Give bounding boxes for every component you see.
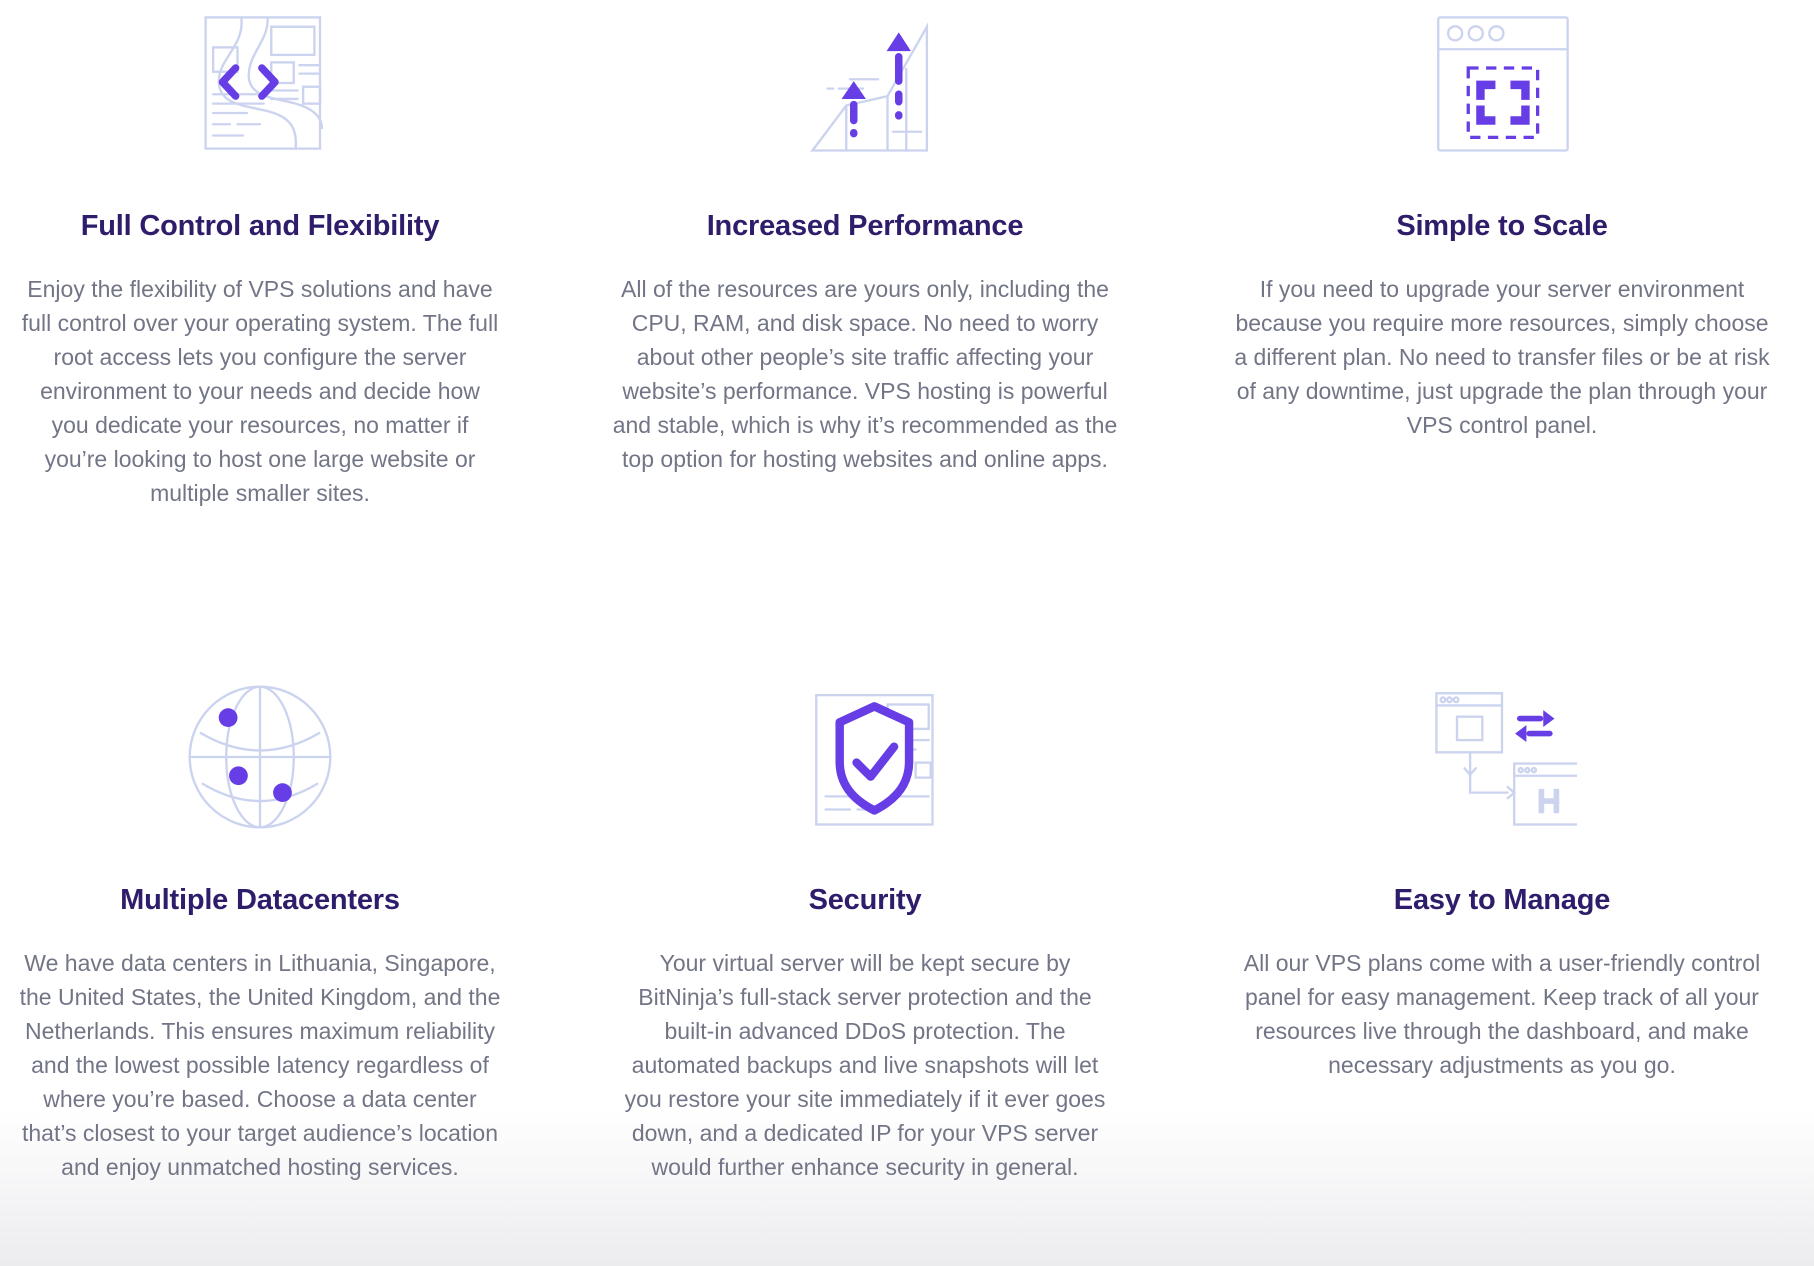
document-code-icon: [204, 16, 324, 150]
feature-title: Increased Performance: [706, 210, 1024, 242]
feature-description: Your virtual server will be kept secure …: [624, 950, 1106, 1180]
feature-icon-slot: [1222, 682, 1782, 832]
feature-card-datacenters: Multiple Datacenters We have data center…: [0, 682, 540, 1184]
feature-icon-slot: [585, 8, 1145, 158]
scale-window-icon: [1437, 16, 1569, 152]
feature-description: We have data centers in Lithuania, Singa…: [19, 950, 501, 1180]
feature-card-manage: Easy to Manage All our VPS plans come wi…: [1222, 682, 1782, 1082]
feature-title: Easy to Manage: [1393, 884, 1611, 916]
features-row-bottom: Multiple Datacenters We have data center…: [0, 682, 1782, 1184]
feature-title: Full Control and Flexibility: [80, 210, 440, 242]
feature-icon-slot: [585, 682, 1145, 832]
feature-icon-slot: [0, 682, 540, 832]
shield-check-icon: [815, 693, 934, 826]
feature-card-scale: Simple to Scale If you need to upgrade y…: [1222, 8, 1782, 442]
feature-card-performance: Increased Performance All of the resourc…: [585, 8, 1145, 476]
feature-card-full-control: Full Control and Flexibility Enjoy the f…: [0, 8, 540, 510]
feature-card-security: Security Your virtual server will be kep…: [585, 682, 1145, 1184]
feature-icon-slot: [1222, 8, 1782, 158]
features-row-top: Full Control and Flexibility Enjoy the f…: [0, 8, 1782, 510]
feature-title: Multiple Datacenters: [120, 884, 400, 916]
feature-description: Enjoy the flexibility of VPS solutions a…: [21, 276, 499, 506]
feature-description: All of the resources are yours only, inc…: [612, 276, 1118, 472]
feature-title: Simple to Scale: [1396, 210, 1608, 242]
feature-description: If you need to upgrade your server envir…: [1234, 276, 1770, 438]
globe-datacenters-icon: [188, 685, 332, 829]
performance-chart-icon: [810, 22, 929, 152]
windows-transfer-icon: [1435, 692, 1577, 826]
feature-title: Security: [808, 884, 922, 916]
feature-description: All our VPS plans come with a user-frien…: [1243, 950, 1761, 1078]
feature-icon-slot: [0, 8, 540, 158]
